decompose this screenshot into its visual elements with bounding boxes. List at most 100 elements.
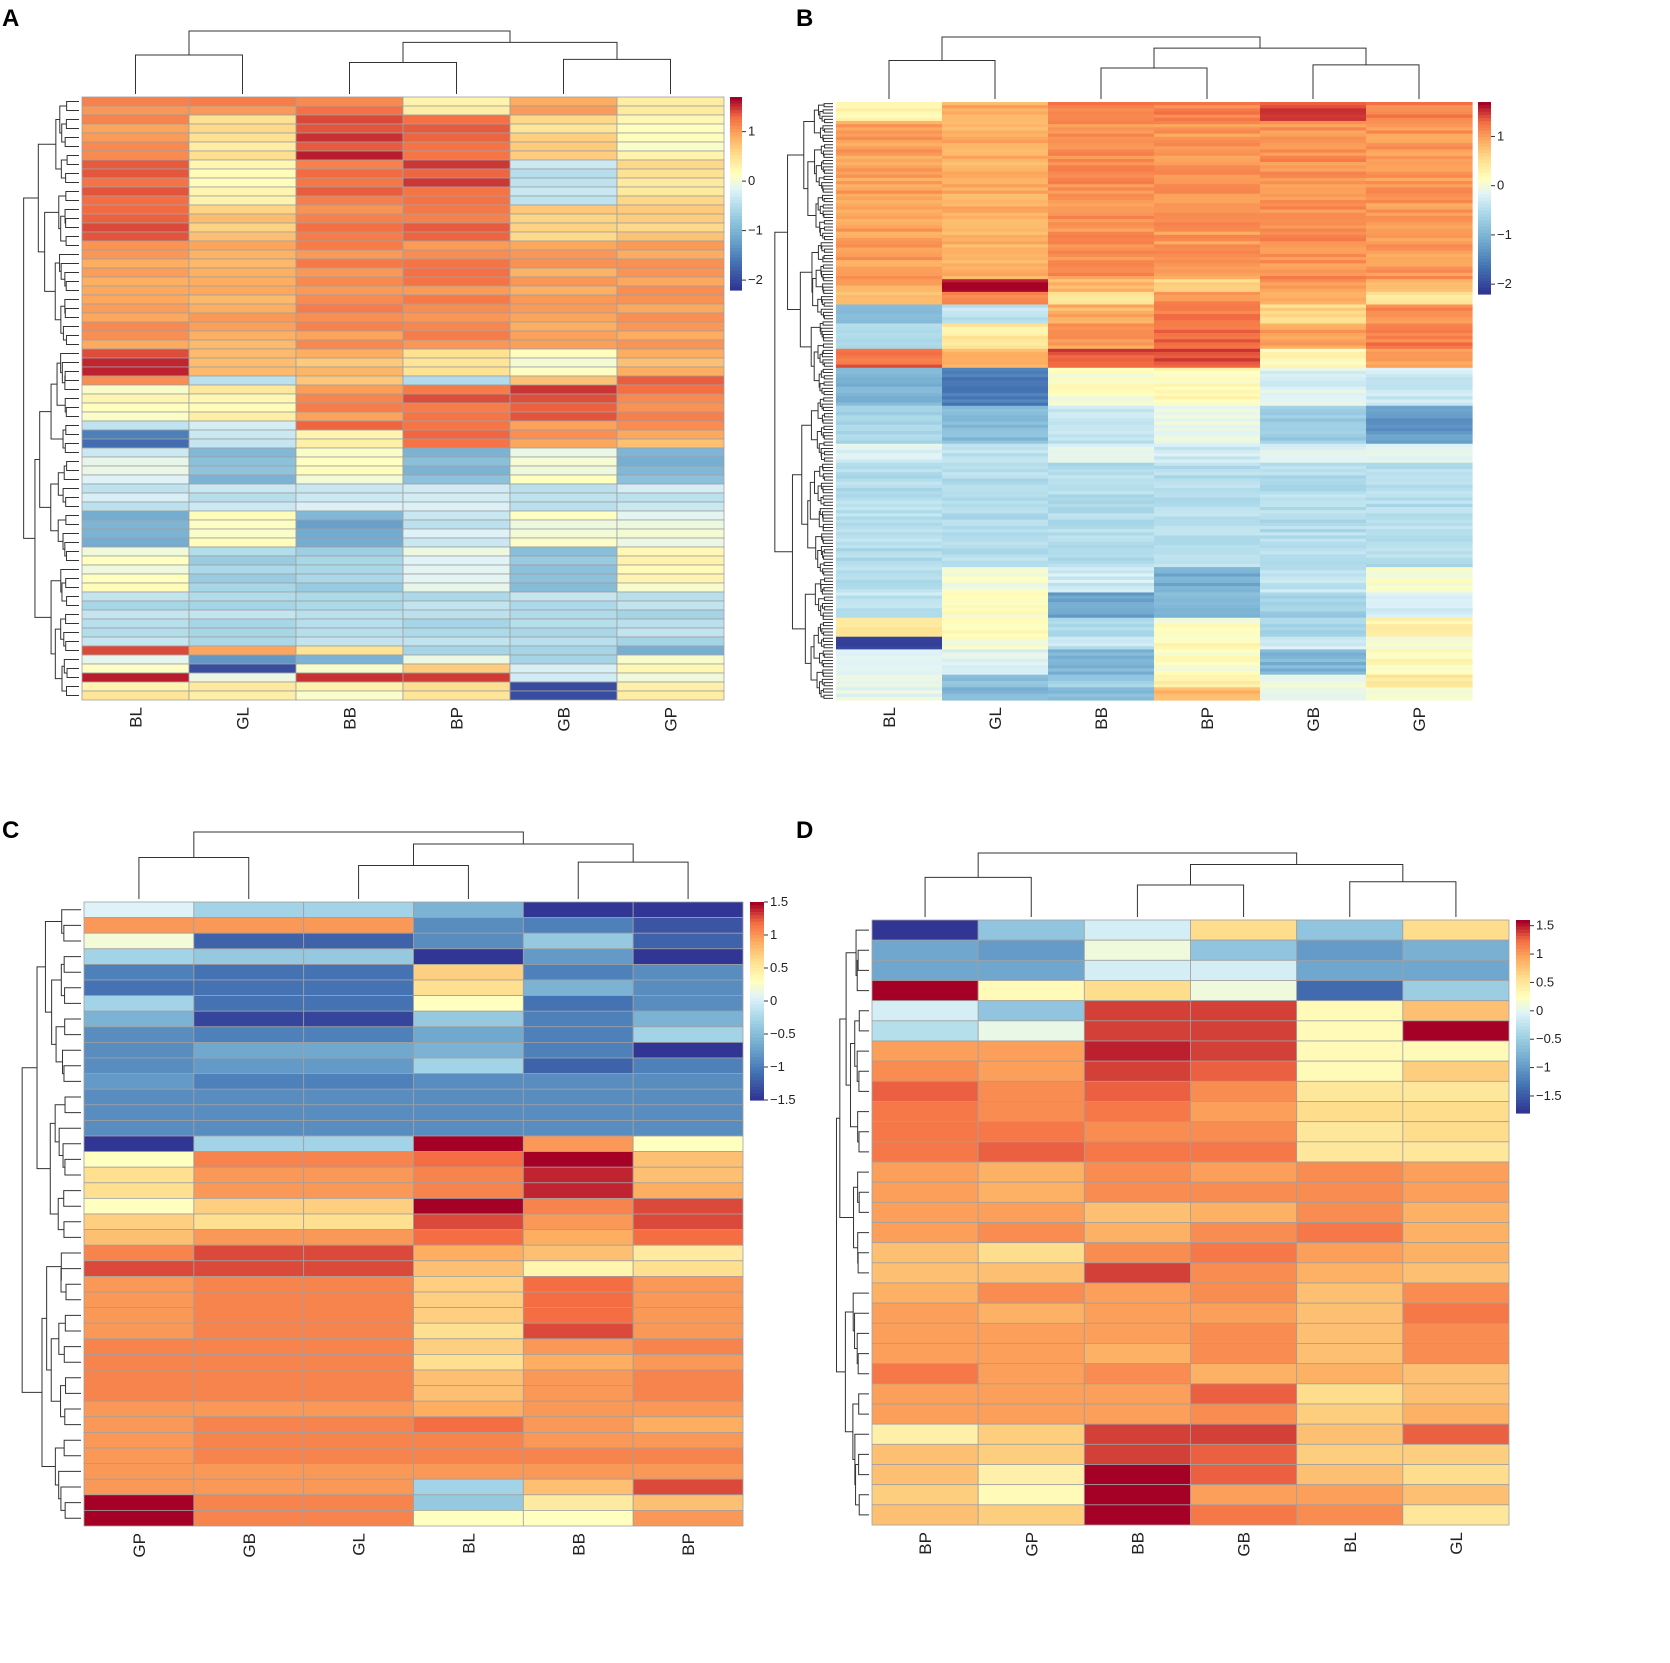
heatmap-cell: [1048, 206, 1155, 211]
heatmap-cell: [616, 123, 725, 134]
heatmap-cell: [1154, 298, 1261, 302]
row-dendrogram-branch: [65, 1377, 81, 1394]
heatmap-cell: [81, 222, 190, 233]
heatmap-cell: [413, 1104, 524, 1121]
heatmap-cell: [836, 636, 943, 641]
heatmap-cell: [1366, 541, 1473, 546]
heatmap-cell: [81, 258, 190, 269]
heatmap-cell: [1260, 462, 1367, 467]
heatmap-cell: [81, 321, 190, 332]
heatmap-cell: [1048, 124, 1155, 128]
heatmap-cell: [871, 1060, 979, 1082]
heatmap-cell: [1260, 320, 1367, 325]
row-dendrogram-branch: [66, 596, 79, 606]
row-dendrogram-branch: [787, 154, 804, 311]
heatmap-cell: [1048, 516, 1155, 521]
heatmap-cell: [1083, 939, 1191, 961]
heatmap-cell: [295, 528, 404, 539]
heatmap-cell: [1048, 190, 1155, 195]
legend-gradient-segment: [750, 921, 764, 926]
heatmap-cell: [1048, 136, 1155, 141]
heatmap-cell: [977, 959, 1085, 981]
heatmap-cell: [522, 1135, 634, 1153]
row-dendrogram-branch: [63, 1346, 81, 1363]
heatmap-cell: [836, 668, 943, 673]
heatmap-cell: [942, 200, 1049, 204]
heatmap-cell: [632, 1088, 744, 1106]
column-label: GP: [130, 1533, 149, 1558]
heatmap-cell: [942, 437, 1049, 442]
heatmap-cell: [1366, 380, 1473, 385]
heatmap-cell: [1048, 405, 1155, 410]
heatmap-cell: [836, 380, 943, 385]
heatmap-cell: [1366, 643, 1473, 647]
column-label: BL: [1341, 1532, 1360, 1553]
heatmap-cell: [1296, 1443, 1404, 1465]
heatmap-cell: [1366, 516, 1473, 521]
heatmap-cell: [1260, 481, 1367, 486]
heatmap-cell: [522, 1369, 634, 1387]
heatmap-cell: [1190, 1343, 1298, 1365]
heatmap-cell: [303, 1213, 414, 1231]
heatmap-cell: [1366, 696, 1473, 701]
heatmap-cell: [1048, 158, 1155, 163]
heatmap-cell: [616, 429, 725, 440]
heatmap-cell: [1366, 143, 1473, 147]
heatmap-cell: [1083, 1020, 1191, 1042]
row-dendrogram-branch: [804, 593, 816, 664]
heatmap-cell: [1190, 1443, 1298, 1465]
heatmap-cell: [1154, 453, 1261, 457]
legend-gradient-segment: [1516, 939, 1530, 944]
heatmap-cell: [1154, 551, 1261, 556]
heatmap-cell: [509, 366, 618, 377]
heatmap-cell: [1154, 332, 1261, 337]
heatmap-cell: [81, 168, 190, 179]
heatmap-cell: [942, 234, 1049, 239]
heatmap-cell: [1048, 358, 1155, 363]
heatmap-cell: [1048, 168, 1155, 173]
legend-gradient-segment: [750, 1020, 764, 1025]
heatmap-cell: [1154, 450, 1261, 454]
row-dendrogram-branch: [64, 443, 79, 453]
legend-gradient-segment: [750, 1001, 764, 1005]
heatmap-cell: [413, 1120, 524, 1137]
row-dendrogram-branch: [822, 283, 833, 290]
legend-gradient-segment: [750, 977, 764, 982]
heatmap-cell: [509, 249, 618, 260]
heatmap-cell: [1048, 288, 1155, 293]
heatmap-cell: [836, 399, 943, 404]
heatmap-cell: [1296, 1484, 1404, 1506]
heatmap-cell: [1260, 146, 1367, 151]
heatmap-cell: [836, 671, 943, 676]
heatmap-cell: [1260, 649, 1367, 654]
heatmap-cell: [1154, 358, 1261, 363]
heatmap-cell: [188, 150, 297, 161]
heatmap-cell: [1366, 478, 1473, 483]
heatmap-cell: [632, 1244, 744, 1262]
heatmap-cell: [509, 114, 618, 125]
row-dendrogram-branch: [822, 485, 833, 492]
heatmap-cell: [942, 690, 1049, 695]
heatmap-cell: [402, 348, 511, 359]
heatmap-cell: [509, 303, 618, 314]
heatmap-cell: [942, 475, 1049, 480]
row-dendrogram-branch: [61, 362, 79, 384]
heatmap-cell: [509, 393, 618, 404]
heatmap-cell: [509, 411, 618, 422]
heatmap-cell: [295, 456, 404, 467]
row-dendrogram-branch: [858, 1070, 869, 1092]
row-dendrogram-branch: [60, 1268, 81, 1293]
heatmap-cell: [1048, 332, 1155, 337]
heatmap-cell: [1154, 427, 1261, 432]
heatmap-cell: [1048, 320, 1155, 325]
heatmap-cell: [632, 1213, 744, 1231]
row-dendrogram-branch: [60, 1486, 81, 1511]
heatmap-cell: [1083, 1464, 1191, 1486]
column-dendrogram-branch: [135, 54, 243, 94]
heatmap-cell: [413, 1463, 524, 1480]
heatmap-cell: [402, 267, 511, 278]
legend-gradient-segment: [750, 1030, 764, 1035]
heatmap-cell: [977, 1363, 1085, 1385]
